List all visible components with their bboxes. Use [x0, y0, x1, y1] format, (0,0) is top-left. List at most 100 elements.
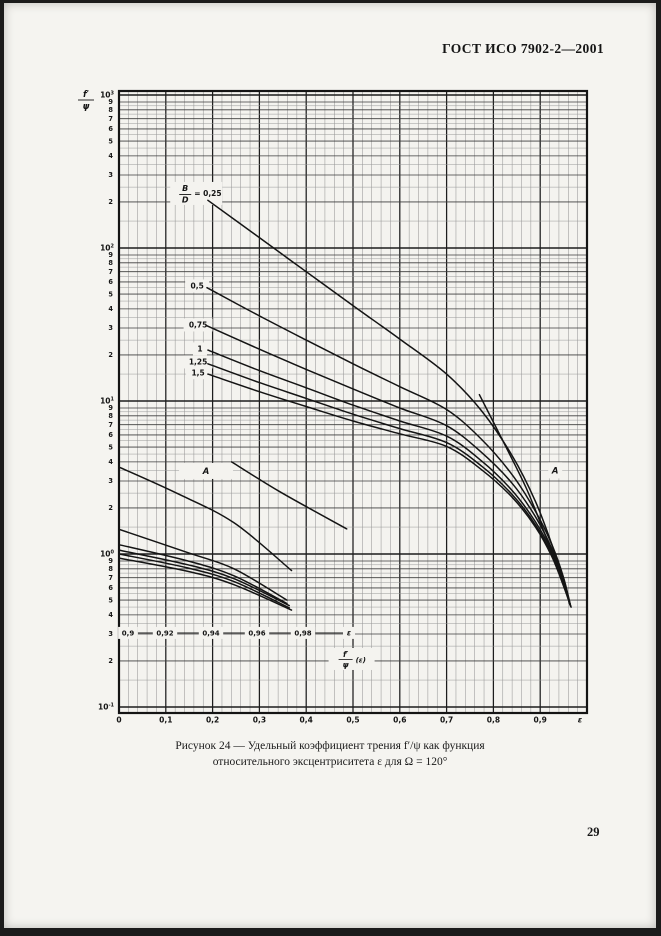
y-tick-minor-label: 2 [108, 657, 113, 665]
y-tick-minor-label: 3 [108, 324, 113, 332]
y-tick-decade-label: 102 [100, 243, 114, 252]
y-tick-minor-label: 2 [108, 351, 113, 359]
x-tick-label: 0,7 [440, 716, 453, 725]
curve-label-box [183, 318, 213, 332]
y-tick-minor-label: 9 [108, 557, 113, 565]
y-tick-minor-label: 6 [108, 431, 113, 439]
curves [118, 199, 572, 611]
y-tick-minor-label: 6 [108, 278, 113, 286]
inset-curve-a-6 [118, 553, 290, 609]
y-tick-decade-label: 100 [100, 549, 114, 558]
y-tick-minor-label: 7 [108, 574, 113, 582]
x-tick-label: 0,2 [206, 716, 219, 725]
inset-scale-label-box [198, 626, 224, 639]
document-header: ГОСТ ИСО 7902-2—2001 [442, 41, 604, 56]
inset-scale-label-box [152, 626, 178, 639]
curve-label-box [192, 342, 207, 356]
y-tick-minor-label: 9 [108, 251, 113, 259]
inset-scale-label: 0,92 [156, 630, 173, 638]
y-tick-minor-label: 3 [108, 171, 113, 179]
y-tick-minor-label: 8 [108, 412, 113, 420]
curve-label-a: A [202, 467, 210, 477]
y-tick-decade-label: 10-1 [98, 702, 115, 711]
curve-label-1,25: 1,25 [189, 358, 208, 367]
y-tick-minor-label: 5 [108, 596, 113, 604]
curve-label-0,5: 0,5 [191, 282, 204, 291]
curve-label-box [185, 279, 210, 293]
y-axis-title-numerator: f′ [83, 90, 90, 100]
y-axis-title-denominator: ψ [83, 102, 90, 112]
inset-scale-label: 0,96 [248, 630, 265, 638]
inset-curve-a-2 [230, 461, 348, 530]
curve-label-a: A [551, 466, 559, 476]
y-tick-minor-label: 8 [108, 259, 113, 267]
inset-curve-a-5 [118, 549, 290, 607]
inset-caption-box [328, 647, 375, 670]
inset-scale-label: 0,98 [294, 630, 311, 638]
x-axis-epsilon-label: ε [578, 716, 583, 725]
inset-scale-label-box [244, 626, 270, 639]
curve-label-box [186, 366, 211, 380]
inset-curve-a-7 [118, 557, 293, 611]
y-tick-minor-label: 7 [108, 115, 113, 123]
label-boxes [118, 181, 563, 670]
inset-caption-argument: (ε) [356, 656, 366, 664]
y-tick-minor-label: 4 [108, 611, 113, 619]
inset-scale-label-box [118, 626, 138, 639]
curve-label-box [548, 462, 563, 479]
x-tick-label: 0,8 [487, 716, 500, 725]
curve-a [478, 393, 572, 608]
y-tick-minor-label: 9 [108, 98, 113, 106]
curve-b-d-0-5 [206, 286, 571, 605]
page-number: 29 [587, 825, 600, 839]
inset-curve-a-4 [118, 543, 288, 605]
inset-scale-label: 0,94 [202, 630, 219, 638]
plot-frame [117, 89, 589, 715]
bd-label-value: = 0,25 [194, 189, 221, 198]
y-tick-minor-label: 6 [108, 125, 113, 133]
inset-caption-denominator: ψ [343, 660, 349, 669]
y-tick-minor-label: 6 [108, 584, 113, 592]
y-tick-minor-label: 5 [108, 443, 113, 451]
y-tick-minor-label: 3 [108, 630, 113, 638]
x-tick-label: 0 [116, 716, 121, 725]
curve-label-1: 1 [197, 345, 202, 354]
curve-label-1,5: 1,5 [191, 368, 204, 377]
curve-label-box [179, 462, 234, 479]
y-tick-minor-label: 5 [108, 290, 113, 298]
y-tick-minor-label: 9 [108, 404, 113, 412]
curve-b-d-0-75 [206, 325, 571, 606]
inset-curve-a-3 [118, 528, 288, 601]
x-tick-label: 0,6 [393, 716, 406, 725]
y-tick-minor-label: 2 [108, 198, 113, 206]
y-tick-minor-label: 8 [108, 106, 113, 114]
bd-label-denominator: D [182, 195, 189, 204]
x-tick-label: 0,3 [253, 716, 266, 725]
inset-scale-epsilon-label: ε [347, 629, 351, 638]
y-tick-minor-label: 8 [108, 565, 113, 573]
inset-scale-label-box [290, 626, 316, 639]
y-tick-minor-label: 2 [108, 504, 113, 512]
figure-caption-line1: Рисунок 24 — Удельный коэффициент трения… [175, 740, 485, 752]
bd-label-box [170, 181, 223, 205]
inset-scale-label: 0,9 [122, 630, 135, 638]
x-tick-label: 0,4 [300, 716, 313, 725]
x-tick-label: 0,9 [534, 716, 547, 725]
figure-caption: Рисунок 24 — Удельный коэффициент трения… [4, 739, 656, 770]
curve-label-box [183, 355, 213, 369]
y-tick-decade-label: 101 [100, 396, 114, 405]
x-tick-label: 0,1 [159, 716, 172, 725]
curve-b-d-1-5 [207, 373, 572, 608]
inset-curve-a-1 [118, 466, 293, 572]
curve-label-0,75: 0,75 [189, 321, 208, 330]
curve-b-d-1-25 [207, 363, 572, 607]
inset-scale-end-box [343, 626, 355, 639]
y-tick-minor-label: 4 [108, 458, 113, 466]
x-tick-label: 0,5 [346, 716, 359, 725]
y-tick-minor-label: 5 [108, 137, 113, 145]
inset-caption-numerator: f′ [343, 650, 348, 659]
y-tick-minor-label: 4 [108, 152, 113, 160]
